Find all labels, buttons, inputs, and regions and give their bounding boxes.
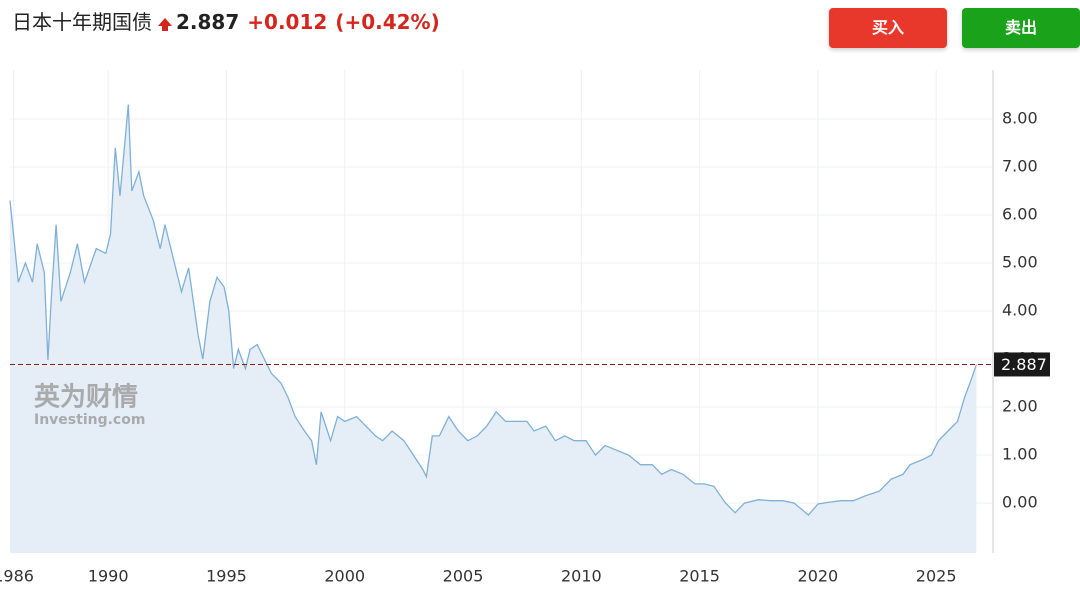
change: +0.012 xyxy=(247,10,328,34)
watermark-en: Investing.com xyxy=(34,412,145,428)
y-tick-label: 0.00 xyxy=(1002,493,1038,512)
up-arrow xyxy=(158,18,172,31)
x-tick-label: 1986 xyxy=(0,567,34,586)
line xyxy=(9,104,978,517)
price: 2.887 xyxy=(176,10,240,34)
y-tick-label: 4.00 xyxy=(1002,301,1038,320)
x-tick-label: 2010 xyxy=(561,567,602,586)
buy-button[interactable]: 买入 xyxy=(829,8,947,48)
x-tick-label: 2020 xyxy=(798,567,839,586)
current-box xyxy=(994,352,1050,377)
y-tick-label: 7.00 xyxy=(1002,156,1038,175)
x-tick-label: 2000 xyxy=(324,567,365,586)
sell-button[interactable]: 卖出 xyxy=(962,8,1080,48)
title: 日本十年期国债 xyxy=(12,10,152,34)
x-tick-label: 2025 xyxy=(916,567,957,586)
area xyxy=(10,104,977,553)
watermark-cn: 英为财情 xyxy=(34,383,138,413)
y-tick-label: 1.00 xyxy=(1002,445,1038,464)
x-tick-label: 1995 xyxy=(206,567,247,586)
current-label: 2.887 xyxy=(1001,355,1047,374)
x-tick-label: 2005 xyxy=(443,567,484,586)
change-pct: (+0.42%) xyxy=(335,10,440,34)
x-tick-label: 2015 xyxy=(679,567,720,586)
y-tick-label: 6.00 xyxy=(1002,204,1038,223)
y-tick-label: 8.00 xyxy=(1002,108,1038,127)
y-tick-label: 2.00 xyxy=(1002,397,1038,416)
header: 日本十年期国债 2.887 +0.012 (+0.42%) xyxy=(12,6,440,35)
x-tick-label: 1990 xyxy=(88,567,129,586)
watermark: 英为财情 Investing.com xyxy=(34,383,145,429)
y-tick-label: 5.00 xyxy=(1002,253,1038,272)
